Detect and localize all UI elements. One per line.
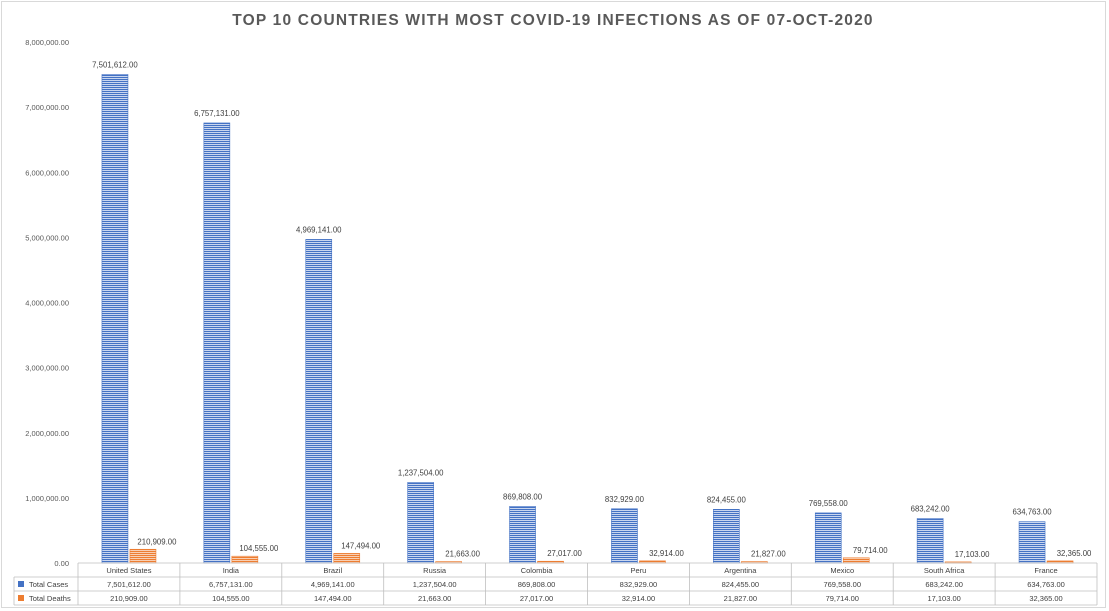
data-label-total-deaths: 27,017.00 [547, 549, 582, 558]
bar-total-deaths [231, 555, 259, 564]
table-cell-total-cases: 769,558.00 [823, 580, 861, 589]
table-cell-total-cases: 6,757,131.00 [209, 580, 253, 589]
bar-total-cases [407, 482, 434, 564]
table-cell-total-deaths: 17,103.00 [927, 594, 960, 603]
data-label-total-cases: 634,763.00 [1013, 508, 1053, 517]
y-tick-label: 5,000,000.00 [25, 233, 69, 242]
category-label: United States [106, 566, 151, 575]
bar-total-cases [611, 508, 638, 564]
data-label-total-deaths: 210,909.00 [137, 537, 177, 546]
table-cell-total-deaths: 21,827.00 [724, 594, 757, 603]
data-label-total-deaths: 32,365.00 [1057, 549, 1092, 558]
data-label-total-cases: 7,501,612.00 [92, 60, 138, 69]
y-tick-label: 3,000,000.00 [25, 364, 69, 373]
legend-key [18, 595, 24, 601]
table-cell-total-deaths: 79,714.00 [826, 594, 859, 603]
bar-total-cases [713, 509, 740, 564]
table-cell-total-cases: 634,763.00 [1027, 580, 1065, 589]
bar-total-deaths [842, 557, 870, 564]
table-cell-total-deaths: 104,555.00 [212, 594, 250, 603]
data-label-total-deaths: 104,555.00 [239, 544, 279, 553]
bar-total-cases [305, 239, 333, 564]
bar-total-cases [1018, 521, 1046, 564]
y-tick-label: 0.00 [54, 559, 69, 568]
category-label: India [223, 566, 240, 575]
data-label-total-cases: 769,558.00 [809, 499, 849, 508]
y-tick-label: 1,000,000.00 [25, 494, 69, 503]
table-cell-total-cases: 7,501,612.00 [107, 580, 151, 589]
data-label-total-deaths: 147,494.00 [341, 541, 381, 550]
table-cell-total-deaths: 32,914.00 [622, 594, 655, 603]
data-label-total-cases: 832,929.00 [605, 495, 645, 504]
y-tick-label: 4,000,000.00 [25, 299, 69, 308]
y-tick-label: 2,000,000.00 [25, 429, 69, 438]
table-cell-total-deaths: 27,017.00 [520, 594, 553, 603]
bar-total-cases [101, 74, 129, 564]
table-cell-total-cases: 832,929.00 [620, 580, 658, 589]
category-label: Russia [423, 566, 447, 575]
table-cell-total-cases: 1,237,504.00 [413, 580, 457, 589]
table-cell-total-cases: 4,969,141.00 [311, 580, 355, 589]
table-cell-total-cases: 683,242.00 [925, 580, 963, 589]
data-label-total-cases: 683,242.00 [911, 505, 951, 514]
data-label-total-cases: 6,757,131.00 [194, 109, 240, 118]
bar-total-deaths [129, 548, 157, 564]
data-label-total-deaths: 79,714.00 [853, 546, 888, 555]
data-label-total-deaths: 21,663.00 [445, 550, 480, 559]
category-label: Mexico [830, 566, 854, 575]
category-label: South Africa [924, 566, 965, 575]
bar-total-cases [203, 122, 231, 564]
y-tick-label: 8,000,000.00 [25, 38, 69, 47]
table-cell-total-cases: 869,808.00 [518, 580, 556, 589]
data-label-total-deaths: 32,914.00 [649, 549, 684, 558]
bar-total-cases [916, 518, 944, 564]
y-tick-label: 7,000,000.00 [25, 103, 69, 112]
table-cell-total-cases: 824,455.00 [722, 580, 760, 589]
data-label-total-cases: 824,455.00 [707, 495, 747, 504]
legend-label-total-deaths: Total Deaths [29, 594, 71, 603]
legend-key [18, 581, 24, 587]
category-label: Colombia [521, 566, 554, 575]
data-label-total-cases: 869,808.00 [503, 492, 543, 501]
y-tick-label: 6,000,000.00 [25, 168, 69, 177]
data-label-total-cases: 1,237,504.00 [398, 468, 444, 477]
legend-label-total-cases: Total Cases [29, 580, 68, 589]
table-cell-total-deaths: 21,663.00 [418, 594, 451, 603]
category-label: Peru [631, 566, 647, 575]
data-label-total-deaths: 21,827.00 [751, 550, 786, 559]
table-cell-total-deaths: 147,494.00 [314, 594, 352, 603]
table-cell-total-deaths: 32,365.00 [1029, 594, 1062, 603]
table-cell-total-deaths: 210,909.00 [110, 594, 148, 603]
bar-total-deaths [333, 553, 361, 564]
category-label: Brazil [323, 566, 342, 575]
data-label-total-deaths: 17,103.00 [955, 550, 990, 559]
category-label: France [1034, 566, 1057, 575]
category-label: Argentina [724, 566, 757, 575]
bar-total-cases [814, 512, 842, 564]
chart-title: TOP 10 COUNTRIES WITH MOST COVID-19 INFE… [232, 12, 874, 29]
data-label-total-cases: 4,969,141.00 [296, 225, 342, 234]
bar-total-cases [509, 506, 536, 564]
